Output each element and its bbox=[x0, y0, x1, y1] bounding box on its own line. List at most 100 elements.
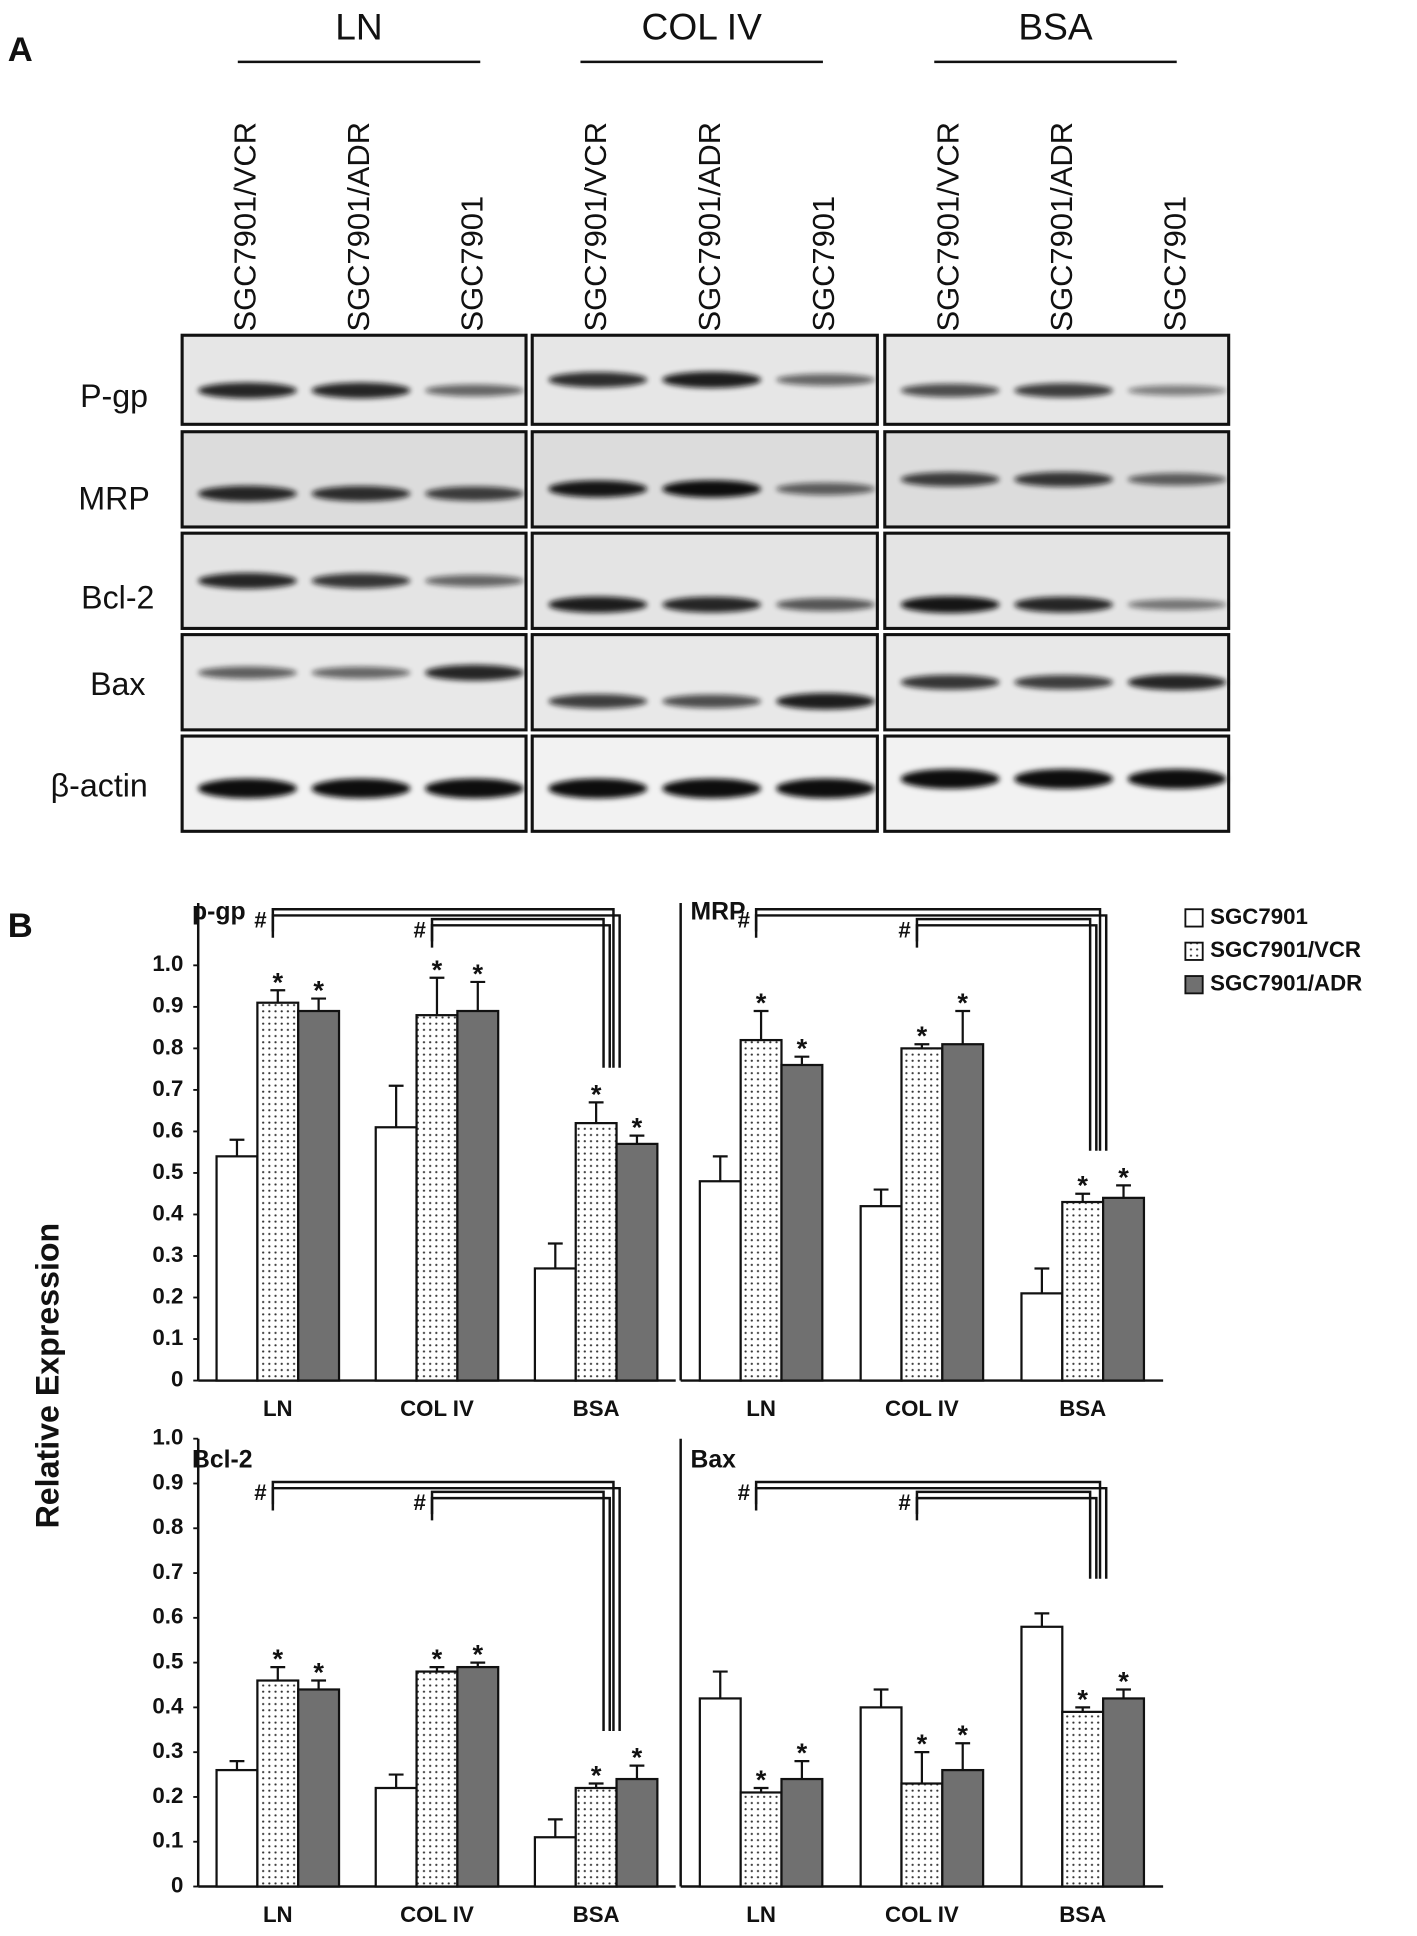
x-tick-label: COL IV bbox=[400, 1902, 474, 1927]
significance-marker: * bbox=[632, 1112, 643, 1143]
blot-band bbox=[1127, 473, 1227, 486]
lane-label: SGC7901 bbox=[455, 196, 490, 332]
bar bbox=[415, 1670, 459, 1888]
bar bbox=[698, 1697, 742, 1888]
comparison-bracket bbox=[754, 1480, 1102, 1579]
blot-band bbox=[424, 486, 524, 501]
error-bar bbox=[1116, 1688, 1131, 1699]
error-bar bbox=[1116, 1184, 1131, 1198]
y-tick-label: 0.8 bbox=[152, 1034, 183, 1059]
chart-title: Bax bbox=[691, 1447, 737, 1474]
significance-marker: * bbox=[313, 1657, 324, 1688]
bracket-label: # bbox=[254, 907, 267, 932]
y-tick-label: 0.7 bbox=[152, 1076, 183, 1101]
y-tick-label: 0.7 bbox=[152, 1559, 183, 1584]
significance-marker: * bbox=[472, 958, 483, 989]
bar bbox=[859, 1205, 903, 1382]
blot-band bbox=[548, 372, 648, 388]
error-bar bbox=[388, 1084, 404, 1128]
error-bar bbox=[873, 1688, 889, 1708]
legend-swatch bbox=[1184, 941, 1204, 961]
bar bbox=[297, 1688, 341, 1888]
blot-band bbox=[776, 778, 876, 799]
comparison-bracket bbox=[915, 924, 1098, 1151]
protein-label: P-gp bbox=[80, 378, 148, 414]
chart-title: Bcl-2 bbox=[192, 1447, 252, 1474]
chart-title: MRP bbox=[691, 898, 746, 925]
error-bar bbox=[712, 1670, 728, 1699]
error-bar bbox=[388, 1773, 404, 1788]
significance-marker: * bbox=[272, 1643, 283, 1674]
y-tick-label: 0.4 bbox=[152, 1200, 184, 1225]
y-tick-label: 0.9 bbox=[152, 993, 183, 1018]
error-bar bbox=[270, 989, 286, 1003]
bar bbox=[415, 1014, 459, 1382]
lane-label: SGC7901/VCR bbox=[930, 122, 965, 332]
y-tick-label: 0.5 bbox=[152, 1159, 183, 1184]
significance-marker: * bbox=[432, 954, 443, 985]
comparison-bracket bbox=[271, 1486, 621, 1731]
blot-band bbox=[1014, 675, 1114, 690]
blot-band bbox=[1127, 769, 1227, 789]
comparison-bracket bbox=[915, 1490, 1092, 1579]
significance-marker: * bbox=[1077, 1170, 1088, 1201]
blot-panel bbox=[530, 430, 879, 529]
bracket-label: # bbox=[413, 917, 426, 942]
significance-marker: * bbox=[591, 1760, 602, 1791]
chart-title: p-gp bbox=[192, 898, 246, 925]
blot-band bbox=[197, 778, 297, 799]
blot-band bbox=[1127, 674, 1227, 691]
error-bar bbox=[1075, 1192, 1091, 1203]
blot-band bbox=[424, 664, 524, 681]
y-tick-label: 0.2 bbox=[152, 1283, 183, 1308]
comparison-bracket bbox=[915, 1496, 1098, 1579]
error-bar bbox=[588, 1101, 604, 1124]
error-bar bbox=[311, 997, 327, 1012]
blot-band bbox=[662, 596, 762, 613]
protein-label: Bax bbox=[90, 666, 145, 702]
blot-panel bbox=[883, 531, 1231, 630]
bar bbox=[456, 1009, 500, 1382]
blot-band bbox=[1014, 596, 1114, 613]
y-tick-label: 0.6 bbox=[152, 1117, 183, 1142]
error-bar bbox=[914, 1751, 930, 1784]
x-tick-label: LN bbox=[263, 1396, 293, 1421]
blot-band bbox=[776, 693, 876, 710]
bracket-label: # bbox=[413, 1490, 426, 1515]
blot-band bbox=[662, 778, 762, 799]
error-bar bbox=[794, 1055, 810, 1065]
bar bbox=[256, 1001, 300, 1382]
y-tick-label: 0.6 bbox=[152, 1604, 183, 1629]
significance-marker: * bbox=[1118, 1665, 1129, 1696]
blot-band bbox=[1127, 385, 1227, 396]
bar bbox=[780, 1777, 824, 1888]
blot-panel bbox=[180, 430, 528, 529]
significance-marker: * bbox=[591, 1078, 602, 1109]
bar bbox=[698, 1180, 742, 1382]
panel-label: B bbox=[8, 907, 33, 945]
y-tick-label: 0.4 bbox=[152, 1693, 184, 1718]
blot-band bbox=[311, 778, 411, 799]
bar bbox=[941, 1043, 985, 1382]
x-tick-label: BSA bbox=[573, 1396, 620, 1421]
error-bar bbox=[629, 1764, 645, 1780]
y-tick-label: 0.1 bbox=[152, 1828, 183, 1853]
blot-band bbox=[900, 472, 1000, 487]
bar bbox=[615, 1142, 659, 1382]
significance-marker: * bbox=[756, 1764, 767, 1795]
blot-band bbox=[197, 572, 297, 589]
blot-band bbox=[662, 371, 762, 388]
bar bbox=[780, 1063, 824, 1382]
blot-band bbox=[900, 769, 1000, 789]
blot-band bbox=[197, 382, 297, 399]
bar bbox=[1020, 1292, 1064, 1382]
comparison-bracket bbox=[430, 924, 611, 1068]
protein-label: Bcl-2 bbox=[81, 579, 154, 615]
bar bbox=[739, 1791, 783, 1888]
blot-panel bbox=[180, 333, 528, 426]
lane-label: SGC7901/VCR bbox=[578, 122, 613, 332]
comparison-bracket bbox=[271, 914, 621, 1068]
y-tick-label: 0.8 bbox=[152, 1514, 183, 1539]
error-bar bbox=[588, 1782, 604, 1788]
error-bar bbox=[470, 1661, 486, 1668]
